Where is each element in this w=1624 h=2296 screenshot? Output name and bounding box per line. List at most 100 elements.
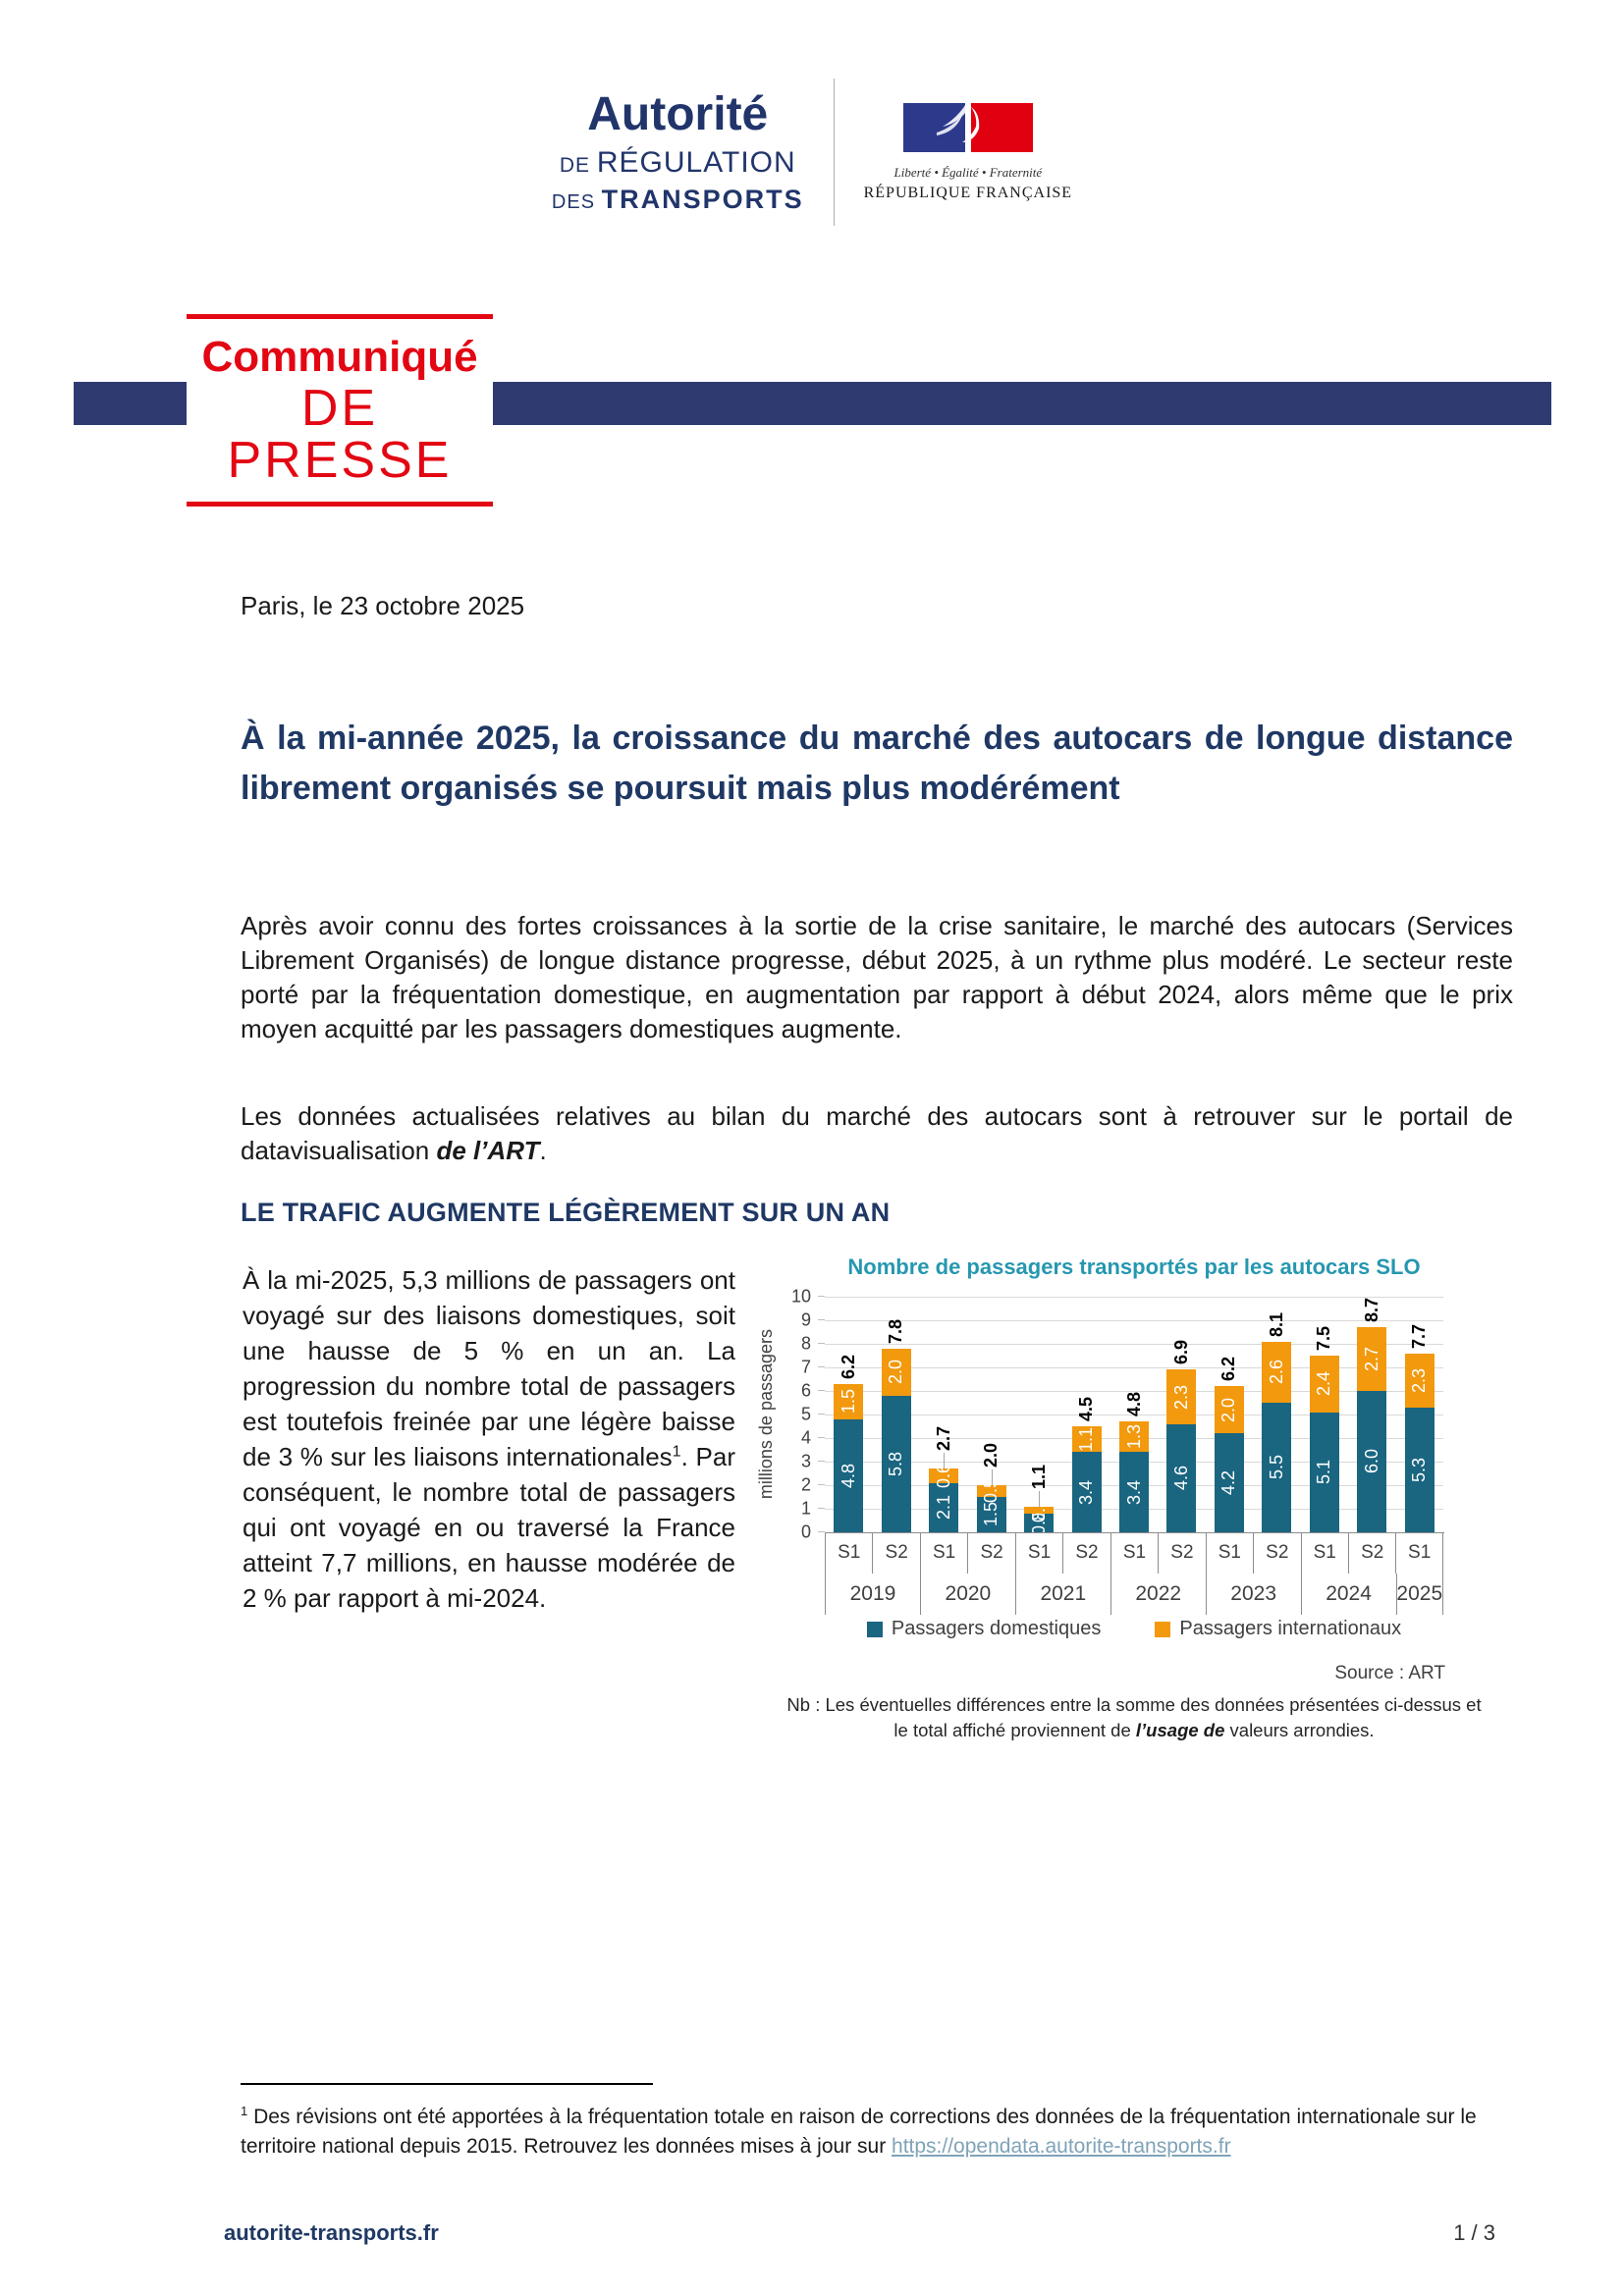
gridline [825,1320,1443,1321]
bar-value-label: 3.4 [1076,1479,1097,1505]
bar-value-label: 2.6 [1266,1360,1286,1385]
legend-item: Passagers domestiques [866,1618,1102,1640]
opendata-link[interactable]: https://opendata.autorite-transports.fr [892,2135,1231,2158]
y-tickmark [818,1296,825,1297]
bar-value-label: 5.3 [1409,1457,1430,1482]
x-axis-years: 2019 2020 2021 2022 2023 2024 2025 [825,1574,1443,1615]
bar-2020-S1-domestic: 2.1 [929,1482,959,1532]
x-label-2024-S1: S1 [1300,1532,1348,1574]
bar-value-label: 2.3 [1170,1384,1191,1410]
bar-value-label: 1.5 [838,1389,858,1415]
total-label-2024-S2: 8.7 [1361,1298,1381,1323]
bar-value-label: 5.5 [1266,1455,1286,1480]
bar-value-label: 6.0 [1361,1449,1381,1474]
gridline [825,1297,1443,1298]
bar-2019-S1-international: 1.5 [834,1383,864,1419]
bar-2022-S1-domestic: 3.4 [1119,1452,1149,1532]
total-label-2024-S1: 7.5 [1314,1325,1334,1351]
bar-2023-S1-international: 2.0 [1214,1386,1244,1434]
total-label-2019-S2: 7.8 [886,1318,906,1344]
x-label-2020-S1: S1 [919,1532,967,1574]
y-tickmark [818,1343,825,1344]
bar-2019-S2-international: 2.0 [881,1348,911,1396]
y-tick-label: 4 [800,1427,811,1448]
bar-value-label: 4.2 [1218,1470,1239,1496]
total-label-2019-S1: 6.2 [838,1354,858,1379]
header: Autorité DE RÉGULATION DES TRANSPORTS Li… [0,79,1624,226]
total-label-2025-S1: 7.7 [1409,1323,1430,1349]
art-logo-line1: Autorité [587,88,769,140]
y-tickmark [818,1461,825,1462]
y-tickmark [818,1366,825,1367]
x-year-2019: 2019 [825,1574,920,1615]
y-tick-label: 9 [800,1309,811,1330]
art-dataviz-link[interactable]: de l’ART [436,1136,540,1165]
x-axis-line [825,1532,1444,1533]
y-tickmark [818,1484,825,1485]
y-tick-label: 8 [800,1333,811,1354]
bar-value-label: 2.0 [1218,1397,1239,1422]
y-tick-label: 7 [800,1357,811,1377]
bar-2021-S2-domestic: 3.4 [1071,1452,1102,1532]
x-label-2019-S1: S1 [825,1532,872,1574]
x-year-2022: 2022 [1110,1574,1206,1615]
art-logo: Autorité DE RÉGULATION DES TRANSPORTS [552,91,804,213]
logo-divider [833,79,835,226]
y-tickmark [818,1531,825,1532]
x-axis-semesters: S1 S2 S1 S2 S1 S2 S1 S2 S1 S2 S1 S2 S1 [825,1532,1443,1574]
total-label-2020-S1: 2.7 [933,1426,953,1452]
bar-2019-S2-domestic: 5.8 [881,1395,911,1532]
legend-label: Passagers domestiques [891,1618,1102,1639]
x-year-2020: 2020 [919,1574,1015,1615]
gridline [825,1391,1443,1392]
section-heading: LE TRAFIC AUGMENTE LÉGÈREMENT SUR UN AN [241,1198,891,1227]
bar-value-label: 4.8 [838,1463,858,1488]
bar-value-label: 2.3 [1409,1367,1430,1393]
y-tickmark [818,1437,825,1438]
press-release-banner: Communiqué DE PRESSE [187,314,493,507]
banner-title-line1: Communiqué [201,333,478,381]
bar-2020-S2-international: 0.5 [976,1478,1006,1504]
x-label-2020-S2: S2 [967,1532,1014,1574]
bar-2025-S1-international: 2.3 [1404,1353,1435,1408]
x-label-2025-S1: S1 [1395,1532,1443,1574]
x-label-2024-S2: S2 [1347,1532,1395,1574]
bar-2025-S1-domestic: 5.3 [1404,1407,1435,1532]
x-label-2023-S2: S2 [1253,1532,1300,1574]
total-label-2022-S1: 4.8 [1123,1392,1144,1417]
x-year-2021: 2021 [1014,1574,1110,1615]
bar-2021-S1-international: 0.3 [1024,1498,1055,1522]
total-label-2021-S1: 1.1 [1028,1464,1049,1489]
y-tick-label: 6 [800,1380,811,1401]
total-leader-line [1039,1490,1041,1507]
bar-2020-S1-international: 0.6 [929,1464,959,1488]
gridline [825,1344,1443,1345]
republique-motto: Liberté • Égalité • Fraternité [893,164,1043,180]
bar-value-label: 1.3 [1123,1424,1144,1450]
date-line: Paris, le 23 octobre 2025 [241,591,525,620]
bar-value-label: 3.4 [1123,1479,1144,1505]
bar-value-label: 5.1 [1314,1460,1334,1485]
bar-2019-S1-domestic: 4.8 [834,1418,864,1532]
bar-2024-S1-international: 2.4 [1309,1356,1339,1413]
y-tick-label: 2 [800,1474,811,1495]
intro-paragraph-2: Les données actualisées relatives au bil… [241,1101,1513,1165]
bar-2023-S1-domestic: 4.2 [1214,1433,1244,1532]
total-label-2020-S2: 2.0 [981,1442,1001,1468]
bar-2024-S2-domestic: 6.0 [1357,1391,1387,1532]
y-tick-label: 10 [790,1286,811,1307]
footer-site-link[interactable]: autorite-transports.fr [224,2220,439,2245]
chart-title: Nombre de passagers transportés par les … [847,1255,1421,1279]
bar-2023-S2-international: 2.6 [1262,1341,1292,1403]
republique-name: RÉPUBLIQUE FRANÇAISE [863,184,1073,201]
x-label-2019-S2: S2 [872,1532,919,1574]
bar-value-label: 2.4 [1314,1371,1334,1397]
bar-value-label: 1.5 [981,1502,1001,1527]
footnote-divider [241,2083,653,2085]
legend-swatch-icon [866,1621,883,1637]
bar-2022-S2-domestic: 4.6 [1166,1423,1197,1532]
gridline [825,1367,1443,1368]
footnote-marker: 1 [241,2104,248,2118]
chart-note: Nb : Les éventuelles différences entre l… [786,1694,1482,1740]
art-logo-line3: DES TRANSPORTS [551,185,804,214]
